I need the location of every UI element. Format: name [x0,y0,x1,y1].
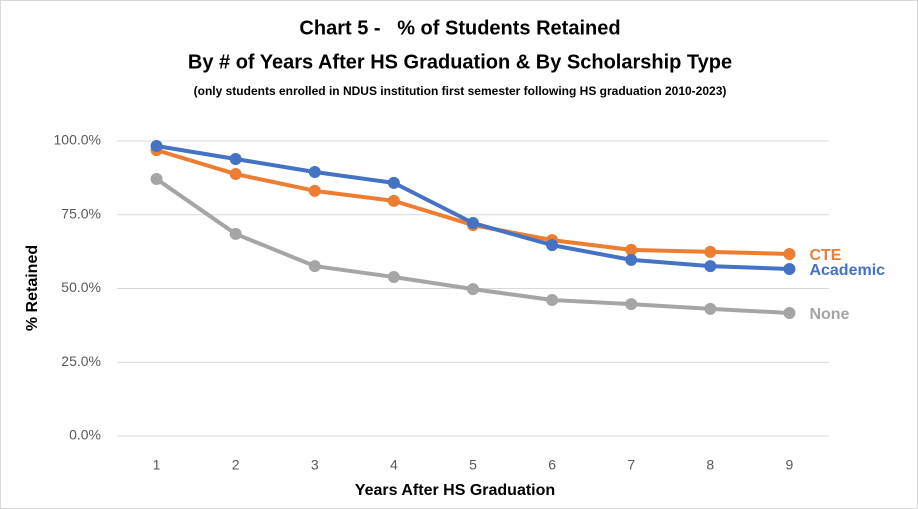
data-point [387,176,400,189]
y-tick-label: 75.0% [61,205,101,221]
x-tick-label: 6 [548,457,556,473]
data-point [308,184,321,197]
data-point [308,165,321,178]
chart-title: Chart 5 - % of Students Retained [299,17,620,39]
y-tick-label: 25.0% [61,353,101,369]
x-tick-label: 4 [390,457,398,473]
y-tick-label: 100.0% [54,132,101,148]
data-point [625,253,638,266]
series-label: None [809,306,849,323]
series-label: Academic [809,262,885,279]
x-tick-label: 5 [469,457,477,473]
data-point [467,283,479,296]
data-point [704,260,717,273]
x-tick-label: 2 [232,457,240,473]
y-tick-label: 0.0% [69,427,101,443]
data-point [467,217,479,230]
x-tick-label: 1 [153,457,161,473]
chart-title: By # of Years After HS Graduation & By S… [188,51,732,73]
data-point [229,168,242,181]
x-tick-label: 8 [706,457,714,473]
data-point [704,245,717,258]
y-tick-label: 50.0% [61,279,101,295]
data-point [704,302,717,315]
x-axis-title: Years After HS Graduation [355,482,555,499]
x-tick-label: 7 [627,457,635,473]
chart-subtitle: (only students enrolled in NDUS institut… [194,84,727,98]
data-point [387,270,400,283]
data-point [625,298,638,311]
data-point [625,243,638,256]
data-point [229,227,242,240]
x-tick-label: 3 [311,457,319,473]
data-point [308,260,321,273]
data-point [783,306,796,319]
data-point [150,173,163,186]
data-point [783,247,796,260]
data-point [783,263,796,276]
data-point [546,239,559,252]
data-point [546,294,559,307]
x-tick-label: 9 [786,457,794,473]
data-point [150,140,163,153]
series-label: CTE [809,247,841,264]
data-point [387,194,400,207]
y-axis-title: % Retained [24,245,41,331]
data-point [229,152,242,165]
